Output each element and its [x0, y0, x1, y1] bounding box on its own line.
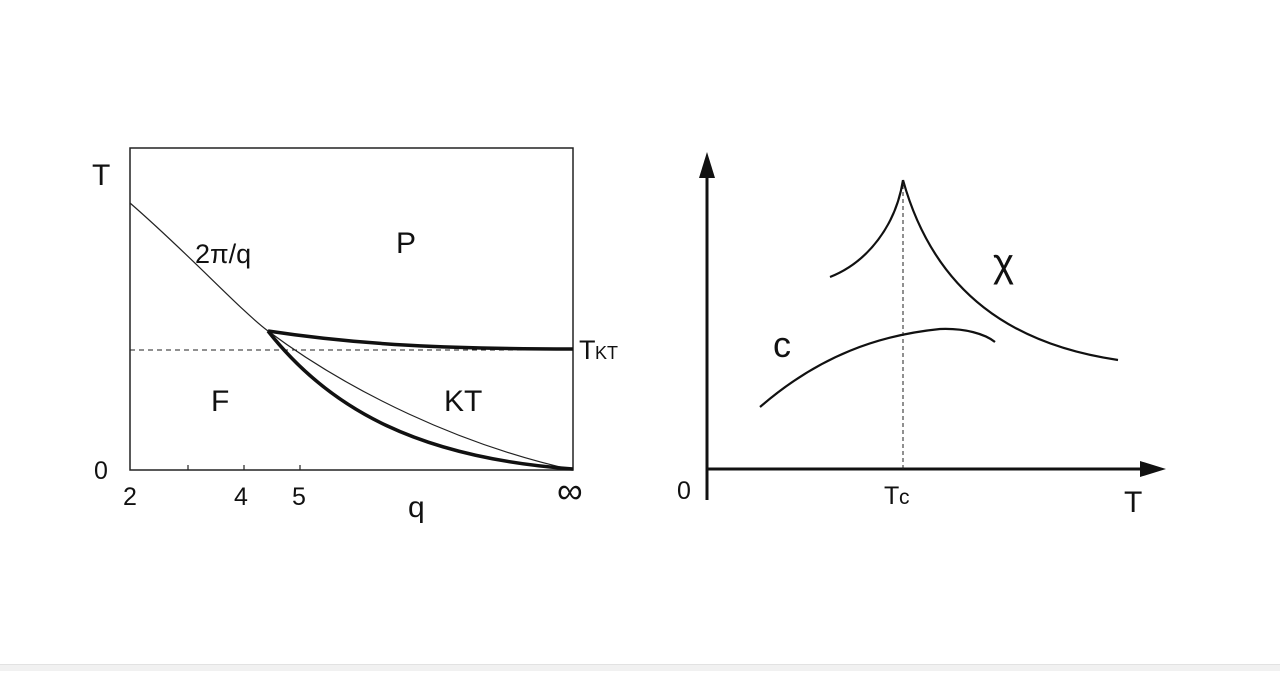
response-plot: 0 T T c χ c [677, 152, 1166, 519]
curve-label: 2π/q [195, 239, 251, 269]
phase-diagram-frame [129, 147, 574, 471]
q-tick-label-2: 2 [123, 483, 137, 511]
bottom-border [0, 664, 1280, 671]
c-label: c [773, 324, 791, 365]
chi-label: χ [993, 241, 1014, 285]
region-f-label: F [211, 385, 229, 418]
q-tick-label-4: 4 [234, 483, 248, 511]
p-kt-boundary [267, 329, 574, 351]
tkt-label-sub: KT [595, 343, 618, 363]
region-kt-label: KT [444, 385, 482, 418]
origin-label: 0 [677, 477, 691, 505]
t-axis-label-right: T [1124, 486, 1142, 519]
chi-curve-left [829, 179, 905, 279]
chi-curve-right [901, 179, 1119, 362]
kt-f-boundary [266, 329, 574, 471]
tc-label-main: T [884, 482, 899, 510]
two-pi-over-q-curve [129, 202, 574, 471]
tkt-label-main: T [579, 335, 596, 365]
c-curve [759, 327, 996, 408]
q-axis-label: q [408, 491, 425, 524]
x-axis-arrowhead [1140, 461, 1166, 477]
region-p-label: P [396, 227, 416, 260]
t-axis-label: T [92, 159, 110, 192]
tc-label: T c [884, 482, 910, 510]
tkt-label: T KT [579, 335, 618, 365]
tc-label-sub: c [899, 486, 910, 509]
zero-label: 0 [94, 457, 108, 485]
q-tick-label-infinity: ∞ [557, 470, 583, 511]
q-tick-label-5: 5 [292, 483, 306, 511]
y-axis-arrowhead [699, 152, 715, 178]
phase-diagram: T 0 2 4 5 ∞ q 2π/q P F KT T KT [92, 147, 618, 524]
